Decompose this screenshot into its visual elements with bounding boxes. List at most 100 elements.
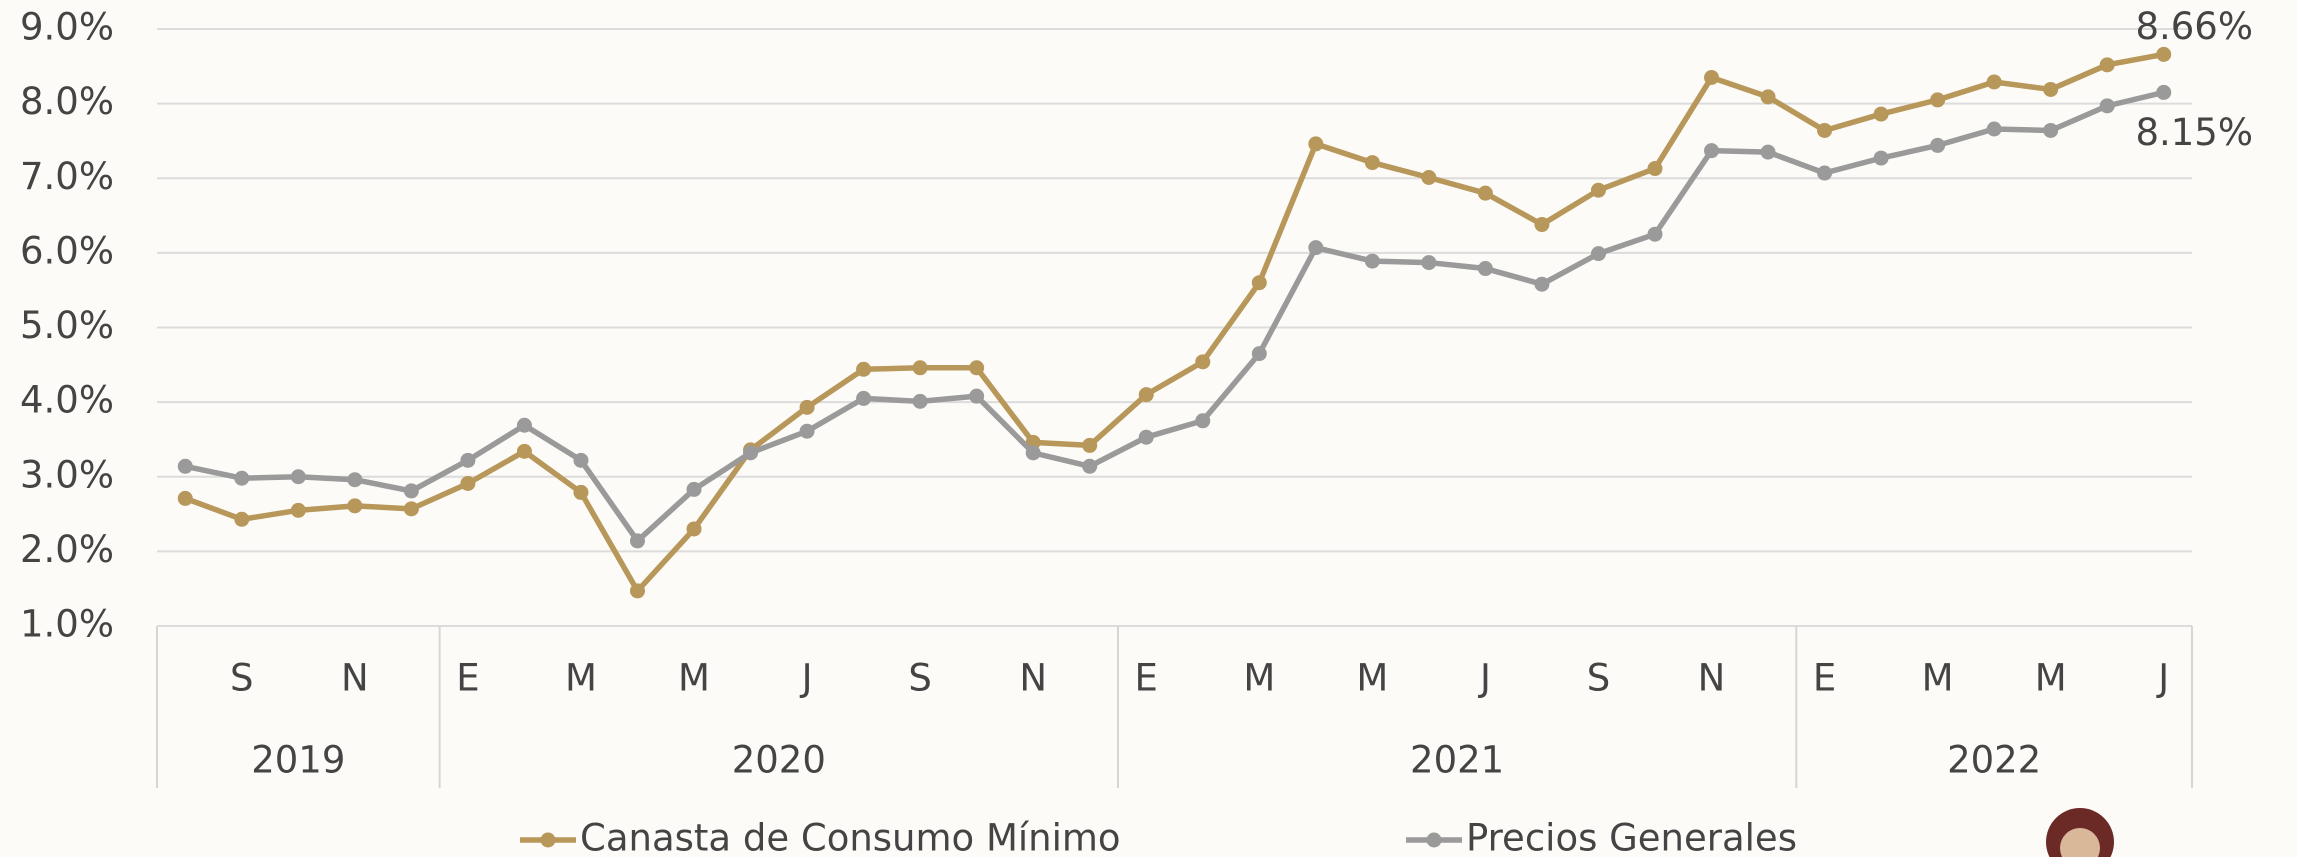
data-point	[1704, 70, 1719, 85]
data-point	[517, 444, 532, 459]
y-tick-label: 5.0%	[20, 304, 114, 347]
data-point	[178, 459, 193, 474]
data-point	[1761, 89, 1776, 104]
x-tick-label: M	[1243, 657, 1275, 700]
data-point	[347, 472, 362, 487]
data-point	[1139, 430, 1154, 445]
data-point	[404, 501, 419, 516]
data-point	[1987, 121, 2002, 136]
data-point	[1930, 92, 1945, 107]
x-tick-label: E	[1135, 657, 1158, 700]
x-tick-label: M	[678, 657, 710, 700]
x-tick-label: S	[908, 657, 932, 700]
data-point	[404, 483, 419, 498]
data-point	[573, 453, 588, 468]
data-point	[291, 469, 306, 484]
y-tick-label: 2.0%	[20, 528, 114, 571]
x-tick-label: J	[1478, 657, 1491, 700]
data-point	[1591, 183, 1606, 198]
data-point	[1930, 138, 1945, 153]
y-tick-label: 1.0%	[20, 603, 114, 646]
data-point	[1647, 161, 1662, 176]
data-point	[2043, 82, 2058, 97]
chart: 1.0%2.0%3.0%4.0%5.0%6.0%7.0%8.0%9.0%SNEM…	[0, 0, 2297, 857]
data-point	[573, 485, 588, 500]
data-point	[1874, 151, 1889, 166]
data-point	[1647, 227, 1662, 242]
data-point	[630, 533, 645, 548]
x-tick-label: N	[1019, 657, 1047, 700]
x-tick-label: E	[456, 657, 479, 700]
data-point	[1704, 143, 1719, 158]
data-point	[2100, 98, 2115, 113]
y-tick-label: 8.0%	[20, 80, 114, 123]
data-point	[1874, 107, 1889, 122]
x-tick-label: M	[565, 657, 597, 700]
data-point	[517, 418, 532, 433]
x-tick-label: J	[2156, 657, 2169, 700]
data-point	[856, 362, 871, 377]
data-point	[800, 424, 815, 439]
data-point	[347, 498, 362, 513]
data-point	[460, 453, 475, 468]
data-point	[1308, 136, 1323, 151]
y-tick-label: 9.0%	[20, 6, 114, 49]
data-point	[1534, 217, 1549, 232]
value-label: 8.15%	[2135, 111, 2253, 154]
y-tick-label: 3.0%	[20, 453, 114, 496]
data-point	[969, 389, 984, 404]
data-point	[1139, 387, 1154, 402]
data-point	[2156, 85, 2171, 100]
data-point	[1195, 413, 1210, 428]
legend-marker	[541, 833, 556, 848]
data-point	[1026, 445, 1041, 460]
x-tick-label: M	[1922, 657, 1954, 700]
data-point	[2043, 123, 2058, 138]
data-point	[1308, 240, 1323, 255]
data-point	[1817, 123, 1832, 138]
data-point	[969, 360, 984, 375]
year-label: 2022	[1947, 739, 2041, 782]
data-point	[1591, 246, 1606, 261]
legend-label: Precios Generales	[1466, 817, 1797, 857]
data-point	[234, 471, 249, 486]
year-label: 2020	[732, 739, 826, 782]
data-point	[800, 400, 815, 415]
x-tick-label: J	[800, 657, 813, 700]
year-label: 2019	[251, 739, 345, 782]
data-point	[2100, 57, 2115, 72]
data-point	[1252, 275, 1267, 290]
data-point	[630, 583, 645, 598]
data-point	[1817, 166, 1832, 181]
data-point	[913, 360, 928, 375]
x-tick-label: M	[2035, 657, 2067, 700]
x-tick-label: E	[1813, 657, 1836, 700]
data-point	[1421, 255, 1436, 270]
x-tick-label: S	[230, 657, 254, 700]
data-point	[178, 491, 193, 506]
year-label: 2021	[1410, 739, 1504, 782]
x-tick-label: N	[1698, 657, 1726, 700]
data-point	[234, 512, 249, 527]
y-tick-label: 7.0%	[20, 155, 114, 198]
data-point	[1082, 459, 1097, 474]
data-point	[1534, 277, 1549, 292]
data-point	[1195, 354, 1210, 369]
data-point	[1365, 254, 1380, 269]
data-point	[1421, 170, 1436, 185]
data-point	[460, 476, 475, 491]
x-tick-label: N	[341, 657, 369, 700]
data-point	[1252, 346, 1267, 361]
data-point	[1365, 155, 1380, 170]
y-tick-label: 4.0%	[20, 379, 114, 422]
data-point	[856, 391, 871, 406]
legend-marker	[1427, 833, 1442, 848]
data-point	[1478, 186, 1493, 201]
data-point	[1761, 145, 1776, 160]
legend-label: Canasta de Consumo Mínimo	[580, 817, 1121, 857]
data-point	[1478, 261, 1493, 276]
value-label: 8.66%	[2135, 5, 2253, 48]
data-point	[291, 503, 306, 518]
data-point	[687, 482, 702, 497]
data-point	[2156, 47, 2171, 62]
